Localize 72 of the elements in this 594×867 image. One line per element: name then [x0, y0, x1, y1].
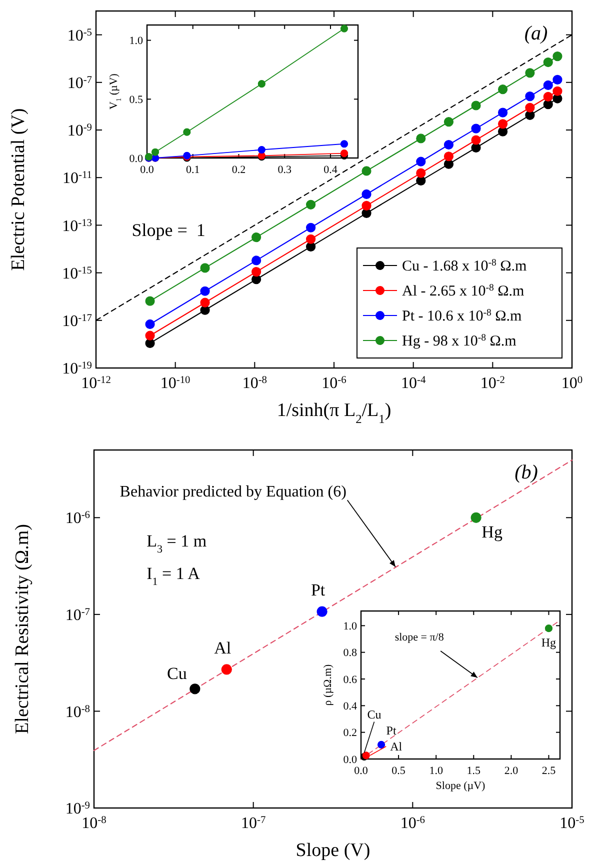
- x-tick-label: 1.0: [429, 765, 444, 777]
- series-label: Hg: [541, 635, 556, 650]
- y-tick-label: 10$^{-6}$: [65, 510, 90, 528]
- series-label: Hg: [482, 522, 503, 542]
- point: [340, 24, 348, 32]
- y-tick-label: 10$^{-17}$: [62, 312, 92, 330]
- y-tick-label: 0.5: [129, 94, 144, 106]
- x-axis-title: Slope (V): [296, 840, 370, 861]
- y-tick-label: 0.8: [343, 647, 358, 660]
- x-axis-title: Slope (µV): [436, 780, 486, 792]
- legend-label: Hg - 98 x 10$^{-8}$ Ω.m: [402, 332, 517, 350]
- annotation: (a): [524, 22, 548, 45]
- annotation: Behavior predicted by Equation (6): [120, 484, 346, 501]
- annotation: slope = π/8: [394, 632, 444, 644]
- y-tick-label: 10$^{-7}$: [67, 74, 92, 92]
- y-tick-label: 0.0: [343, 754, 358, 766]
- x-tick-label: 10$^{-8}$: [242, 374, 267, 392]
- x-tick-label: 0.0: [140, 164, 154, 176]
- text: Cu: [367, 708, 382, 722]
- y-tick-label: 0.2: [343, 727, 357, 740]
- point: [151, 148, 160, 156]
- x-tick-label: 10$^{0}$: [561, 374, 583, 392]
- point: [183, 128, 191, 136]
- legend-label: Al - 2.65 x 10$^{-8}$ Ω.m: [402, 282, 525, 300]
- series-label: Cu: [167, 664, 188, 683]
- series-label: Pt: [310, 580, 326, 600]
- x-tick-label: 10$^{-10}$: [160, 374, 190, 392]
- y-tick-label: 1.0: [343, 620, 358, 633]
- y-tick-label: 1.0: [129, 35, 144, 48]
- y-axis-title: Electric Potential (V): [8, 108, 29, 271]
- x-tick-label: 10$^{-5}$: [560, 814, 584, 832]
- point: [258, 146, 266, 154]
- x-tick-label: 0.3: [278, 164, 292, 176]
- series-label: Al: [214, 638, 232, 658]
- y-tick-label: 10$^{-11}$: [62, 170, 92, 188]
- y-tick-label: 10$^{-7}$: [65, 606, 90, 624]
- y-tick-label: 0.0: [129, 152, 144, 165]
- series-label: Pt: [386, 724, 397, 738]
- y-tick-label: 0.6: [343, 674, 358, 686]
- y-axis-title: Electrical Resistivity (Ω.m): [12, 524, 33, 734]
- legend-label: Pt - 10.6 x 10$^{-8}$ Ω.m: [402, 307, 522, 324]
- x-tick-label: 0.5: [392, 765, 406, 777]
- x-tick-label: 10$^{-7}$: [241, 814, 266, 832]
- annotation: Slope = 1: [132, 220, 206, 240]
- y-tick-label: 10$^{-9}$: [67, 122, 92, 140]
- x-tick-label: 1.5: [466, 765, 482, 777]
- y-tick-label: 10$^{-5}$: [67, 26, 92, 44]
- x-tick-label: 2.5: [542, 765, 556, 777]
- annotation: I$_{1}$ = 1 A: [146, 564, 201, 588]
- y-tick-label: 0.4: [343, 700, 358, 713]
- x-tick-label: 0.4: [324, 164, 338, 176]
- x-tick-label: 10$^{-2}$: [480, 374, 505, 392]
- point: [377, 740, 386, 749]
- y-tick-label: 10$^{-15}$: [62, 264, 92, 282]
- legend-label: Al: [390, 739, 403, 754]
- x-tick-label: 0.0: [354, 765, 368, 777]
- y-tick-label: 10$^{-13}$: [62, 217, 92, 235]
- x-tick-label: 10$^{-6}$: [400, 814, 425, 832]
- legend-label: Cu - 1.68 x 10$^{-8}$ Ω.m: [402, 257, 528, 274]
- point: [258, 80, 266, 88]
- x-tick-label: 2.0: [504, 765, 519, 777]
- x-tick-label: 0.2: [232, 164, 246, 176]
- x-axis-title: 1/sinh(π L$_{2}$/L$_{1}$): [276, 400, 392, 426]
- y-axis-title: ρ (µΩ.m): [322, 664, 334, 706]
- annotation: L$_{3}$ = 1 m: [146, 532, 207, 556]
- point: [340, 140, 348, 148]
- point: [544, 624, 553, 632]
- x-tick-label: 0.1: [186, 164, 200, 176]
- x-tick-label: 10$^{-4}$: [401, 374, 426, 392]
- y-tick-label: 10$^{-8}$: [65, 703, 90, 721]
- annotation: (b): [514, 462, 538, 484]
- x-tick-label: 10$^{-6}$: [322, 374, 346, 392]
